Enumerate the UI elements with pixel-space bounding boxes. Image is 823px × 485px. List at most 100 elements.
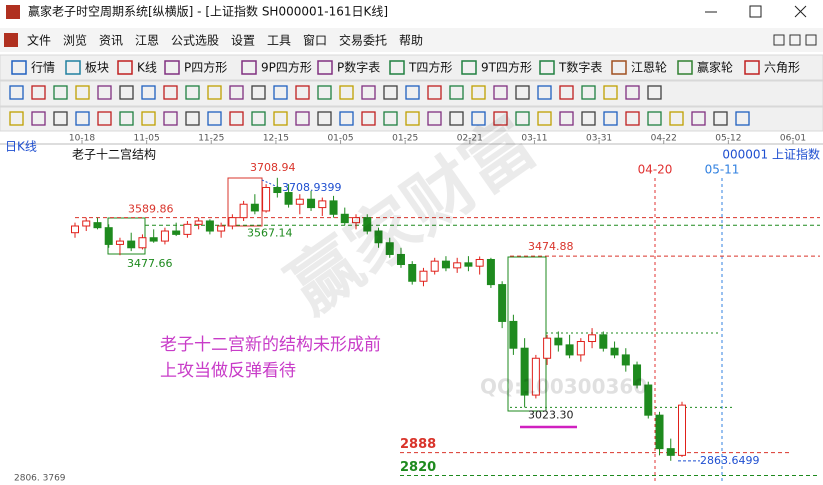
tool-icon[interactable] (53, 111, 68, 126)
close-button[interactable] (794, 5, 807, 18)
tool-icon[interactable] (735, 111, 750, 126)
tool-icon[interactable] (581, 111, 596, 126)
toolbar-label[interactable]: K线 (137, 61, 157, 75)
tool-icon[interactable] (75, 111, 90, 126)
tool-icon[interactable] (647, 85, 662, 100)
toolbar-icon[interactable] (317, 60, 333, 75)
tool-icon[interactable] (427, 85, 442, 100)
menu-item[interactable]: 公式选股 (171, 34, 219, 48)
tool-icon[interactable] (669, 111, 684, 126)
tool-icon[interactable] (603, 85, 618, 100)
tool-icon[interactable] (31, 111, 46, 126)
toolbar-icon[interactable] (539, 60, 555, 75)
toolbar-label[interactable]: 六角形 (764, 61, 800, 75)
tool-icon[interactable] (493, 111, 508, 126)
tool-icon[interactable] (185, 85, 200, 100)
tool-icon[interactable] (229, 111, 244, 126)
toolbar-label[interactable]: 江恩轮 (631, 61, 667, 75)
tool-icon[interactable] (427, 111, 442, 126)
tool-icon[interactable] (119, 111, 134, 126)
toolbar-label[interactable]: P数字表 (337, 60, 380, 75)
tool-icon[interactable] (449, 85, 464, 100)
menu-item[interactable]: 文件 (27, 33, 51, 48)
tool-icon[interactable] (141, 111, 156, 126)
tool-icon[interactable] (559, 111, 574, 126)
mdi-close[interactable] (805, 34, 817, 46)
toolbar-label[interactable]: 行情 (31, 61, 55, 75)
tool-icon[interactable] (537, 85, 552, 100)
tool-icon[interactable] (383, 111, 398, 126)
tool-icon[interactable] (251, 111, 266, 126)
menu-item[interactable]: 工具 (267, 34, 291, 48)
tool-icon[interactable] (405, 111, 420, 126)
tool-icon[interactable] (9, 85, 24, 100)
tool-icon[interactable] (273, 111, 288, 126)
toolbar-label[interactable]: 9T四方形 (481, 60, 532, 75)
toolbar-icon[interactable] (744, 60, 760, 75)
tool-icon[interactable] (317, 85, 332, 100)
tool-icon[interactable] (471, 85, 486, 100)
tool-icon[interactable] (493, 85, 508, 100)
tool-icon[interactable] (647, 111, 662, 126)
tool-icon[interactable] (207, 85, 222, 100)
tool-icon[interactable] (317, 111, 332, 126)
tool-icon[interactable] (515, 111, 530, 126)
tool-icon[interactable] (361, 111, 376, 126)
toolbar-label[interactable]: P四方形 (184, 60, 227, 75)
tool-icon[interactable] (141, 85, 156, 100)
mdi-restore[interactable] (789, 34, 801, 46)
toolbar-label[interactable]: T数字表 (558, 60, 602, 75)
tool-icon[interactable] (515, 85, 530, 100)
tool-icon[interactable] (361, 85, 376, 100)
tool-icon[interactable] (295, 111, 310, 126)
toolbar-label[interactable]: 9P四方形 (261, 60, 312, 75)
toolbar-label[interactable]: 赢家轮 (697, 60, 733, 75)
mdi-min[interactable] (773, 34, 785, 46)
toolbar-icon[interactable] (389, 60, 405, 75)
tool-icon[interactable] (9, 111, 24, 126)
maximize-button[interactable] (749, 5, 762, 18)
tool-icon[interactable] (537, 111, 552, 126)
tool-icon[interactable] (449, 111, 464, 126)
tool-icon[interactable] (625, 85, 640, 100)
tool-icon[interactable] (273, 85, 288, 100)
tool-icon[interactable] (163, 111, 178, 126)
menu-item[interactable]: 帮助 (399, 34, 423, 48)
tool-icon[interactable] (229, 85, 244, 100)
toolbar-icon[interactable] (241, 60, 257, 75)
tool-icon[interactable] (53, 85, 68, 100)
menu-item[interactable]: 交易委托 (339, 33, 387, 48)
menu-item[interactable]: 窗口 (303, 34, 327, 48)
tool-icon[interactable] (581, 85, 596, 100)
toolbar-icon[interactable] (65, 60, 81, 75)
tool-icon[interactable] (339, 111, 354, 126)
tool-icon[interactable] (339, 85, 354, 100)
toolbar-icon[interactable] (117, 60, 133, 75)
toolbar-icon[interactable] (11, 60, 27, 75)
toolbar-icon[interactable] (164, 60, 180, 75)
menu-item[interactable]: 设置 (231, 34, 255, 48)
tool-icon[interactable] (251, 85, 266, 100)
toolbar-label[interactable]: T四方形 (408, 60, 452, 75)
tool-icon[interactable] (471, 111, 486, 126)
tool-icon[interactable] (97, 111, 112, 126)
tool-icon[interactable] (97, 85, 112, 100)
tool-icon[interactable] (691, 111, 706, 126)
tool-icon[interactable] (625, 111, 640, 126)
tool-icon[interactable] (295, 85, 310, 100)
tool-icon[interactable] (713, 111, 728, 126)
tool-icon[interactable] (185, 111, 200, 126)
tool-icon[interactable] (119, 85, 134, 100)
toolbar-label[interactable]: 板块 (85, 61, 109, 75)
menu-item[interactable]: 浏览 (63, 33, 87, 48)
toolbar-icon[interactable] (611, 60, 627, 75)
tool-icon[interactable] (163, 85, 178, 100)
toolbar-icon[interactable] (677, 60, 693, 75)
tool-icon[interactable] (31, 85, 46, 100)
tool-icon[interactable] (603, 111, 618, 126)
menu-item[interactable]: 江恩 (135, 34, 159, 48)
tool-icon[interactable] (405, 85, 420, 100)
tool-icon[interactable] (207, 111, 222, 126)
tool-icon[interactable] (75, 85, 90, 100)
menu-item[interactable]: 资讯 (99, 34, 123, 48)
